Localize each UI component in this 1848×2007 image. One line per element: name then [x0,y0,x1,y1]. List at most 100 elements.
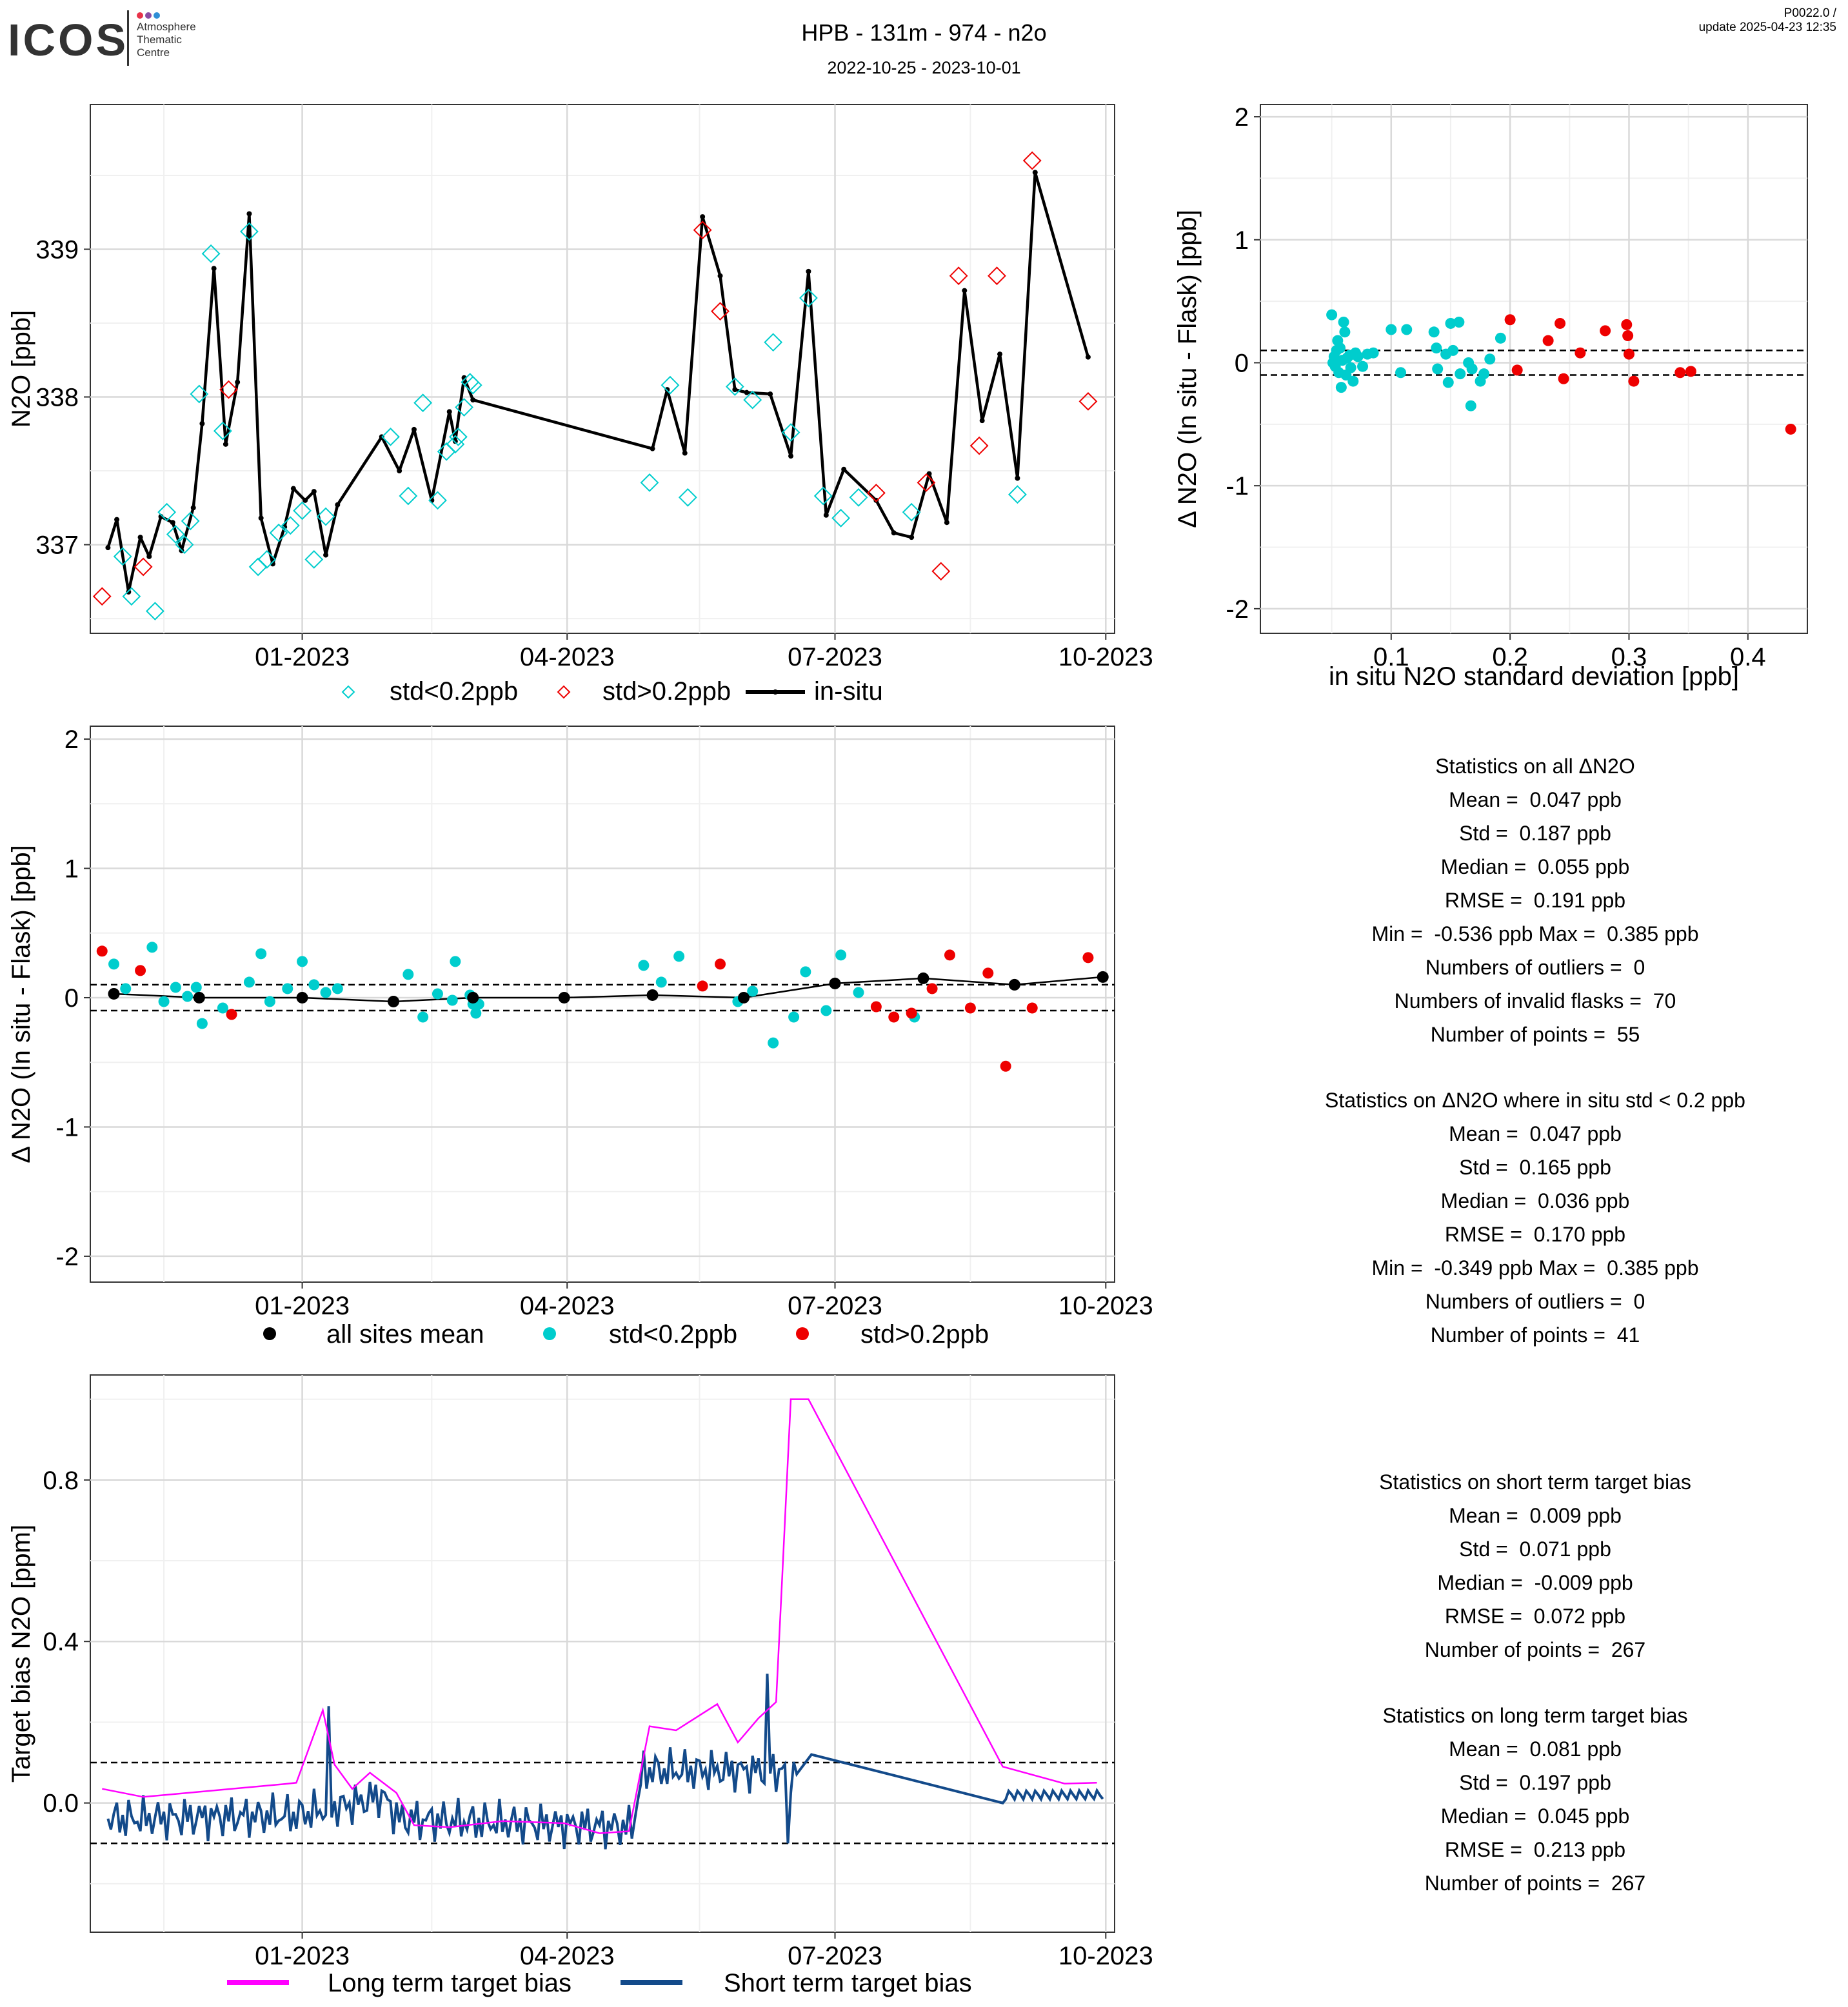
flask-point-std-low [316,507,335,526]
insitu-point [223,441,228,447]
insitu-point [258,515,264,521]
stats-rmse: RMSE = 0.170 ppb [1444,1223,1626,1246]
delta-point-std-low [196,1018,208,1029]
delta-point-std-high [1685,366,1696,377]
stats-minmax: Min = -0.536 ppb Max = 0.385 ppb [1371,922,1699,945]
stats-std: Std = 0.071 ppb [1459,1537,1611,1561]
stats-mean: Mean = 0.081 ppb [1449,1737,1622,1761]
delta-point-std-high [715,958,726,970]
flask-point-std-high [1078,391,1098,411]
insitu-point [664,387,670,393]
logo-wordmark: ICOS [8,15,129,65]
stats-mean: Mean = 0.009 ppb [1449,1504,1622,1527]
delta-point-std-low [158,996,170,1007]
x-tick-label: 10-2023 [1058,1942,1153,1970]
delta-point-std-high [982,967,994,979]
flask-point-std-high [134,557,153,577]
flask-point-std-low [831,508,851,528]
flask-point-std-low [1008,485,1027,504]
short-term-bias-line [106,1674,1104,1850]
delta-point-std-low [835,949,847,961]
delta-point-std-high [1785,423,1796,435]
stats-outliers: Numbers of outliers = 0 [1425,1290,1645,1313]
page-date-range: 2022-10-25 - 2023-10-01 [827,58,1021,77]
flask-point-std-low [902,502,921,522]
insitu-point [211,266,217,272]
flask-point-std-low [239,222,259,241]
insitu-point [682,450,688,456]
delta-point-std-high [1621,319,1633,330]
flask-point-std-low [661,375,680,395]
long-term-bias-line [102,1398,1097,1834]
stats-points: Number of points = 41 [1430,1323,1640,1347]
delta-point-std-high [1542,335,1554,346]
insitu-point [873,497,879,503]
update-label: update 2025-04-23 12:35 [1698,21,1836,34]
delta-point-std-low [768,1037,779,1049]
delta-point-std-low [1447,344,1459,356]
delta-point-std-high [926,983,938,994]
delta-point-std-high [1600,325,1611,337]
delta-point-std-low [800,966,811,978]
x-tick-label: 07-2023 [788,643,882,671]
flask-point-std-low [813,486,833,506]
insitu-point [700,214,706,220]
legend: std<0.2ppb std>0.2ppb in-situ [341,677,883,706]
legend-marker-insitu-dot [773,689,778,695]
delta-point-std-high [1082,952,1094,964]
flask-point-std-low [175,535,194,554]
insitu-point [105,545,111,551]
delta-point-std-low [1347,375,1359,387]
delta-point-std-low [747,985,759,997]
flask-point-std-low [269,523,288,542]
delta-point-std-low [190,982,202,993]
stats-std: Std = 0.165 ppb [1459,1156,1611,1179]
delta-point-std-high [96,945,108,957]
insitu-point [768,391,773,397]
insitu-point [323,552,329,558]
delta-point-std-low [1455,368,1466,380]
delta-point-std-low [673,951,685,962]
flask-point-std-high [931,562,951,581]
flask-point-std-low [281,516,300,535]
insitu-point [841,466,847,472]
logo-dots [137,10,162,19]
flask-point-std-low [381,427,400,446]
delta-point-std-low [1367,347,1379,359]
insitu-point [717,273,723,279]
insitu-point [944,520,949,526]
legend-label-mean: all sites mean [326,1320,484,1349]
insitu-point [137,535,143,540]
flask-point-std-low [113,547,132,566]
stats-outliers: Numbers of outliers = 0 [1425,956,1645,979]
flask-point-std-low [413,393,433,413]
delta-point-std-high [906,1007,917,1019]
flask-point-std-low [725,377,744,396]
mean-line [114,976,1103,1003]
legend-marker-cyan-diamond [341,685,355,699]
mean-point [738,991,750,1004]
delta-point-std-low [446,994,458,1006]
delta-point-std-low [1338,317,1349,328]
insitu-point [335,502,341,508]
flask-point-std-low [190,384,209,404]
flask-point-std-low [293,501,312,520]
grid [90,726,1115,1282]
delta-point-std-low [470,1007,482,1019]
x-tick-label: 04-2023 [520,643,615,671]
delta-point-std-low [108,958,120,970]
flask-point-std-low [446,435,465,454]
x-tick-label: 04-2023 [520,1292,615,1320]
delta-point-std-high [1511,364,1523,376]
y-axis-label: Δ N2O (In situ - Flask) [ppb] [7,845,35,1163]
flask-point-std-high [917,473,936,492]
delta-point-std-low [1352,351,1364,362]
chart-delta-timeseries: 01-2023 04-2023 07-2023 10-2023 -2 -1 0 1 2 Δ N2… [7,726,1153,1349]
flask-point-std-high [1022,151,1042,170]
grid [90,104,1115,633]
icos-logo: ICOS Atmosphere Thematic Centre [5,9,218,67]
delta-point-std-low [120,983,132,994]
mean-point [1097,971,1109,983]
delta-point-std-low [1386,324,1397,335]
flask-point-std-low [799,288,818,308]
